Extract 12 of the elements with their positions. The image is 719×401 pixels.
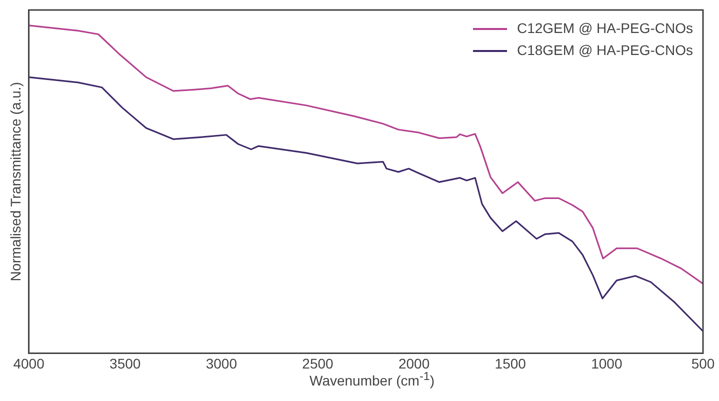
- legend-label: C18GEM @ HA-PEG-CNOs: [516, 42, 694, 58]
- x-tick-label: 1500: [494, 355, 526, 372]
- legend-label: C12GEM @ HA-PEG-CNOs: [516, 20, 694, 36]
- x-tick-label: 4000: [13, 355, 45, 372]
- y-axis-title: Normalised Transmittance (a.u.): [7, 82, 24, 282]
- x-tick-label: 500: [691, 355, 715, 372]
- x-tick-label: 1000: [591, 355, 622, 372]
- x-tick-label: 2000: [398, 355, 430, 372]
- x-tick-label: 3000: [206, 355, 238, 372]
- x-axis-title: Wavenumber (cm$^{-1}$): [308, 370, 436, 389]
- x-tick-label: 3500: [110, 355, 141, 372]
- x-tick-label: 2500: [302, 355, 334, 372]
